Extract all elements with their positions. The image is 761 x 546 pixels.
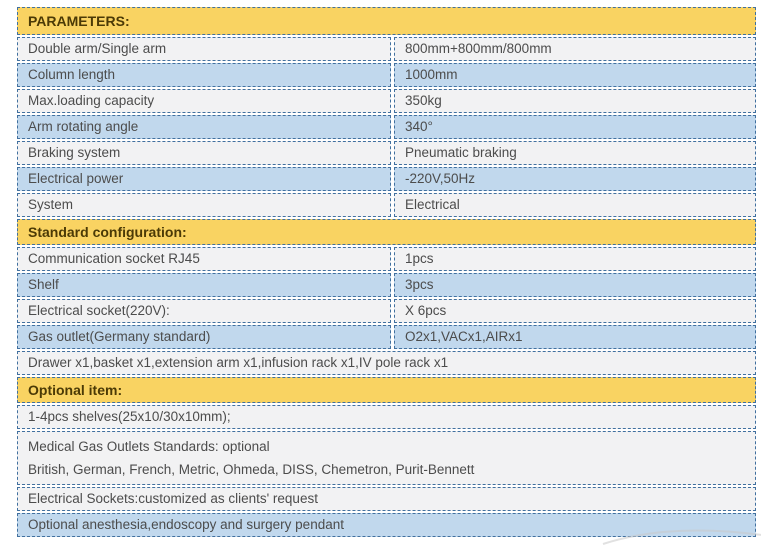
optional-item: Medical Gas Outlets Standards: optional … — [17, 431, 756, 485]
spec-label: System — [17, 193, 391, 217]
table-row: Double arm/Single arm 800mm+800mm/800mm — [17, 37, 756, 61]
table-row: Braking system Pneumatic braking — [17, 141, 756, 165]
table-row: Electrical Sockets:customized as clients… — [17, 487, 756, 511]
table-row: 1-4pcs shelves(25x10/30x10mm); — [17, 405, 756, 429]
spec-value: -220V,50Hz — [394, 167, 756, 191]
table-row: Arm rotating angle 340° — [17, 115, 756, 139]
section-header-parameters: PARAMETERS: — [17, 7, 756, 35]
spec-label: Braking system — [17, 141, 391, 165]
section-header-label: Optional item: — [17, 377, 756, 403]
table-row: Shelf 3pcs — [17, 273, 756, 297]
spec-value: O2x1,VACx1,AIRx1 — [394, 325, 756, 349]
table-row: Electrical power -220V,50Hz — [17, 167, 756, 191]
table-row: Optional anesthesia,endoscopy and surger… — [17, 513, 756, 537]
table-row: Gas outlet(Germany standard) O2x1,VACx1,… — [17, 325, 756, 349]
spec-label: Arm rotating angle — [17, 115, 391, 139]
table-row: Medical Gas Outlets Standards: optional … — [17, 431, 756, 485]
table-row: System Electrical — [17, 193, 756, 217]
spec-value: 3pcs — [394, 273, 756, 297]
spec-value: 350kg — [394, 89, 756, 113]
optional-item: 1-4pcs shelves(25x10/30x10mm); — [17, 405, 756, 429]
section-header-standard-configuration: Standard configuration: — [17, 219, 756, 245]
spec-label: Column length — [17, 63, 391, 87]
optional-item-line: British, German, French, Metric, Ohmeda,… — [28, 462, 475, 477]
spec-label: Max.loading capacity — [17, 89, 391, 113]
table-row: Drawer x1,basket x1,extension arm x1,inf… — [17, 351, 756, 375]
spec-value: X 6pcs — [394, 299, 756, 323]
spec-label: Communication socket RJ45 — [17, 247, 391, 271]
section-header-label: PARAMETERS: — [17, 7, 756, 35]
spec-label: Electrical power — [17, 167, 391, 191]
spec-label: Electrical socket(220V): — [17, 299, 391, 323]
section-header-optional-item: Optional item: — [17, 377, 756, 403]
table-row: Column length 1000mm — [17, 63, 756, 87]
optional-item: Optional anesthesia,endoscopy and surger… — [17, 513, 756, 537]
optional-item: Electrical Sockets:customized as clients… — [17, 487, 756, 511]
spec-full-row: Drawer x1,basket x1,extension arm x1,inf… — [17, 351, 756, 375]
spec-label: Double arm/Single arm — [17, 37, 391, 61]
table-row: Electrical socket(220V): X 6pcs — [17, 299, 756, 323]
section-header-label: Standard configuration: — [17, 219, 756, 245]
spec-value: Pneumatic braking — [394, 141, 756, 165]
spec-value: 340° — [394, 115, 756, 139]
table-row: Max.loading capacity 350kg — [17, 89, 756, 113]
optional-item-line: Medical Gas Outlets Standards: optional — [28, 439, 270, 454]
spec-table: PARAMETERS: Double arm/Single arm 800mm+… — [17, 7, 756, 537]
spec-label: Shelf — [17, 273, 391, 297]
spec-value: 1000mm — [394, 63, 756, 87]
spec-value: 1pcs — [394, 247, 756, 271]
spec-value: 800mm+800mm/800mm — [394, 37, 756, 61]
table-row: Communication socket RJ45 1pcs — [17, 247, 756, 271]
spec-value: Electrical — [394, 193, 756, 217]
spec-label: Gas outlet(Germany standard) — [17, 325, 391, 349]
